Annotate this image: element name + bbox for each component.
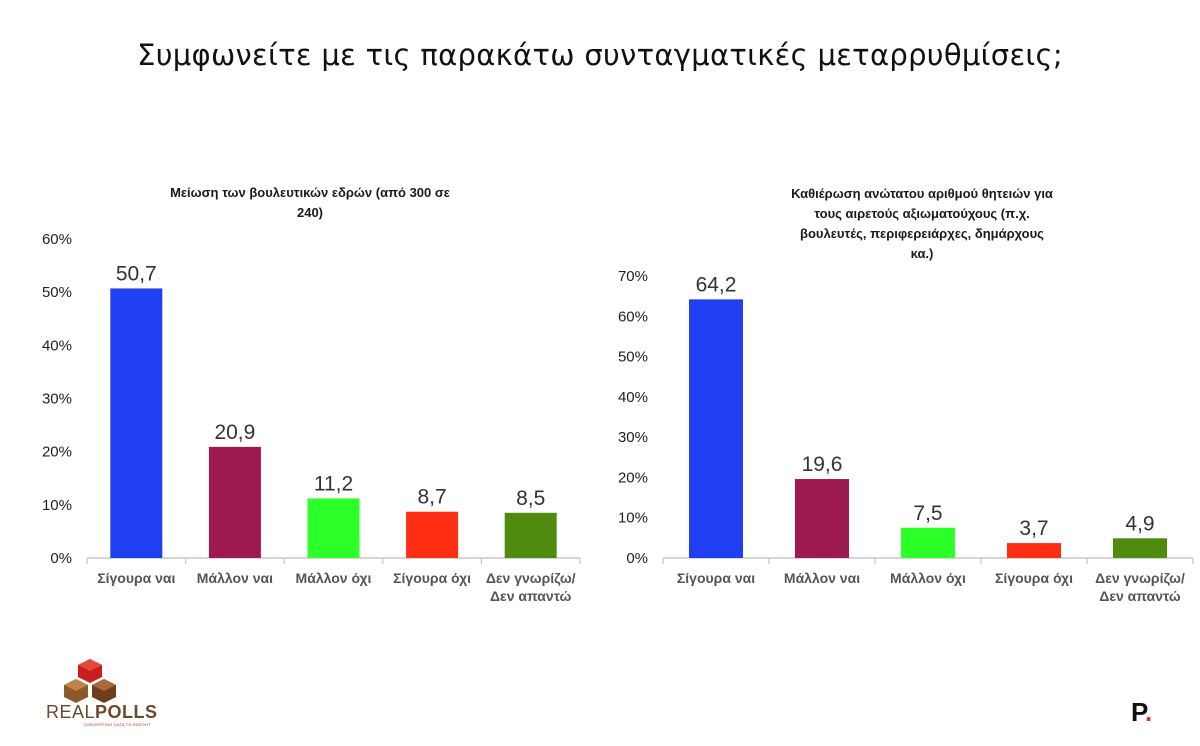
- bar: [504, 512, 557, 558]
- y-tick-label: 30%: [42, 391, 72, 408]
- y-tick-label: 60%: [42, 231, 72, 248]
- data-label: 4,9: [1125, 512, 1154, 535]
- bar: [307, 498, 360, 558]
- category-label: Σίγουρα ναι: [97, 570, 175, 586]
- category-label: Δεν απαντώ: [490, 588, 572, 604]
- publisher-logo-letter: P: [1131, 697, 1145, 727]
- bar: [110, 288, 163, 558]
- y-tick-label: 10%: [618, 510, 648, 527]
- bar: [901, 527, 955, 558]
- y-tick-label: 50%: [42, 284, 72, 301]
- publisher-logo-dot: .: [1145, 697, 1153, 727]
- chart-1-title: Μείωση των βουλευτικών εδρών (από 300 σε…: [140, 183, 480, 223]
- y-tick-label: 50%: [618, 349, 648, 366]
- publisher-logo: P.: [1131, 697, 1152, 728]
- y-tick-label: 40%: [618, 389, 648, 406]
- realpolls-word-light: REAL: [46, 702, 96, 722]
- data-label: 20,9: [214, 421, 255, 444]
- y-tick-label: 20%: [618, 469, 648, 486]
- chart-1-title-line: Μείωση των βουλευτικών εδρών (από 300 σε: [170, 185, 450, 200]
- realpolls-tagline: CONVERTING DATA TO INSIGHT: [84, 722, 151, 727]
- category-label: Δεν γνωρίζω/: [1095, 570, 1185, 586]
- bar: [1007, 543, 1061, 558]
- y-tick-label: 10%: [42, 497, 72, 514]
- realpolls-logo: REALPOLLS CONVERTING DATA TO INSIGHT: [40, 655, 160, 727]
- realpolls-wordmark: REALPOLLS: [46, 702, 158, 723]
- category-label: Σίγουρα όχι: [995, 570, 1073, 586]
- bar: [208, 446, 261, 558]
- chart-2-title-line: βουλευτές, περιφερειάρχες, δημάρχους: [800, 226, 1044, 241]
- bar: [1113, 538, 1167, 558]
- category-label: Δεν απαντώ: [1099, 588, 1181, 604]
- category-label: Μάλλον όχι: [890, 570, 966, 586]
- category-label: Μάλλον ναι: [784, 570, 860, 586]
- category-label: Δεν γνωρίζω/: [486, 570, 576, 586]
- y-tick-label: 70%: [618, 268, 648, 285]
- chart-2-title-line: κα.): [910, 246, 934, 261]
- y-tick-label: 20%: [42, 444, 72, 461]
- data-label: 19,6: [802, 453, 843, 476]
- chart-2-title: Καθιέρωση ανώτατου αριθμού θητειών για τ…: [748, 184, 1096, 264]
- bar: [406, 511, 459, 558]
- data-label: 64,2: [696, 273, 737, 296]
- category-label: Σίγουρα ναι: [677, 570, 755, 586]
- y-tick-label: 30%: [618, 429, 648, 446]
- data-label: 3,7: [1019, 517, 1048, 540]
- page-title: Συμφωνείτε με τις παρακάτω συνταγματικές…: [137, 38, 1063, 72]
- data-label: 8,7: [417, 486, 446, 509]
- chart-2-title-line: Καθιέρωση ανώτατου αριθμού θητειών για: [791, 186, 1053, 201]
- data-label: 8,5: [516, 487, 545, 510]
- chart-1-title-line: 240): [296, 205, 324, 220]
- data-label: 50,7: [116, 262, 157, 285]
- category-label: Σίγουρα όχι: [393, 570, 471, 586]
- data-label: 7,5: [913, 502, 942, 525]
- realpolls-word-bold: POLLS: [95, 702, 158, 722]
- bar: [689, 299, 743, 558]
- chart-2-title-line: τους αιρετούς αξιωματούχους (π.χ.: [814, 206, 1030, 221]
- bar: [795, 479, 849, 558]
- cube-icon: [64, 659, 116, 703]
- data-label: 11,2: [314, 472, 353, 495]
- y-tick-label: 60%: [618, 308, 648, 325]
- category-label: Μάλλον ναι: [197, 570, 273, 586]
- y-tick-label: 0%: [50, 550, 72, 567]
- y-tick-label: 0%: [626, 550, 648, 567]
- category-label: Μάλλον όχι: [296, 570, 372, 586]
- y-tick-label: 40%: [42, 337, 72, 354]
